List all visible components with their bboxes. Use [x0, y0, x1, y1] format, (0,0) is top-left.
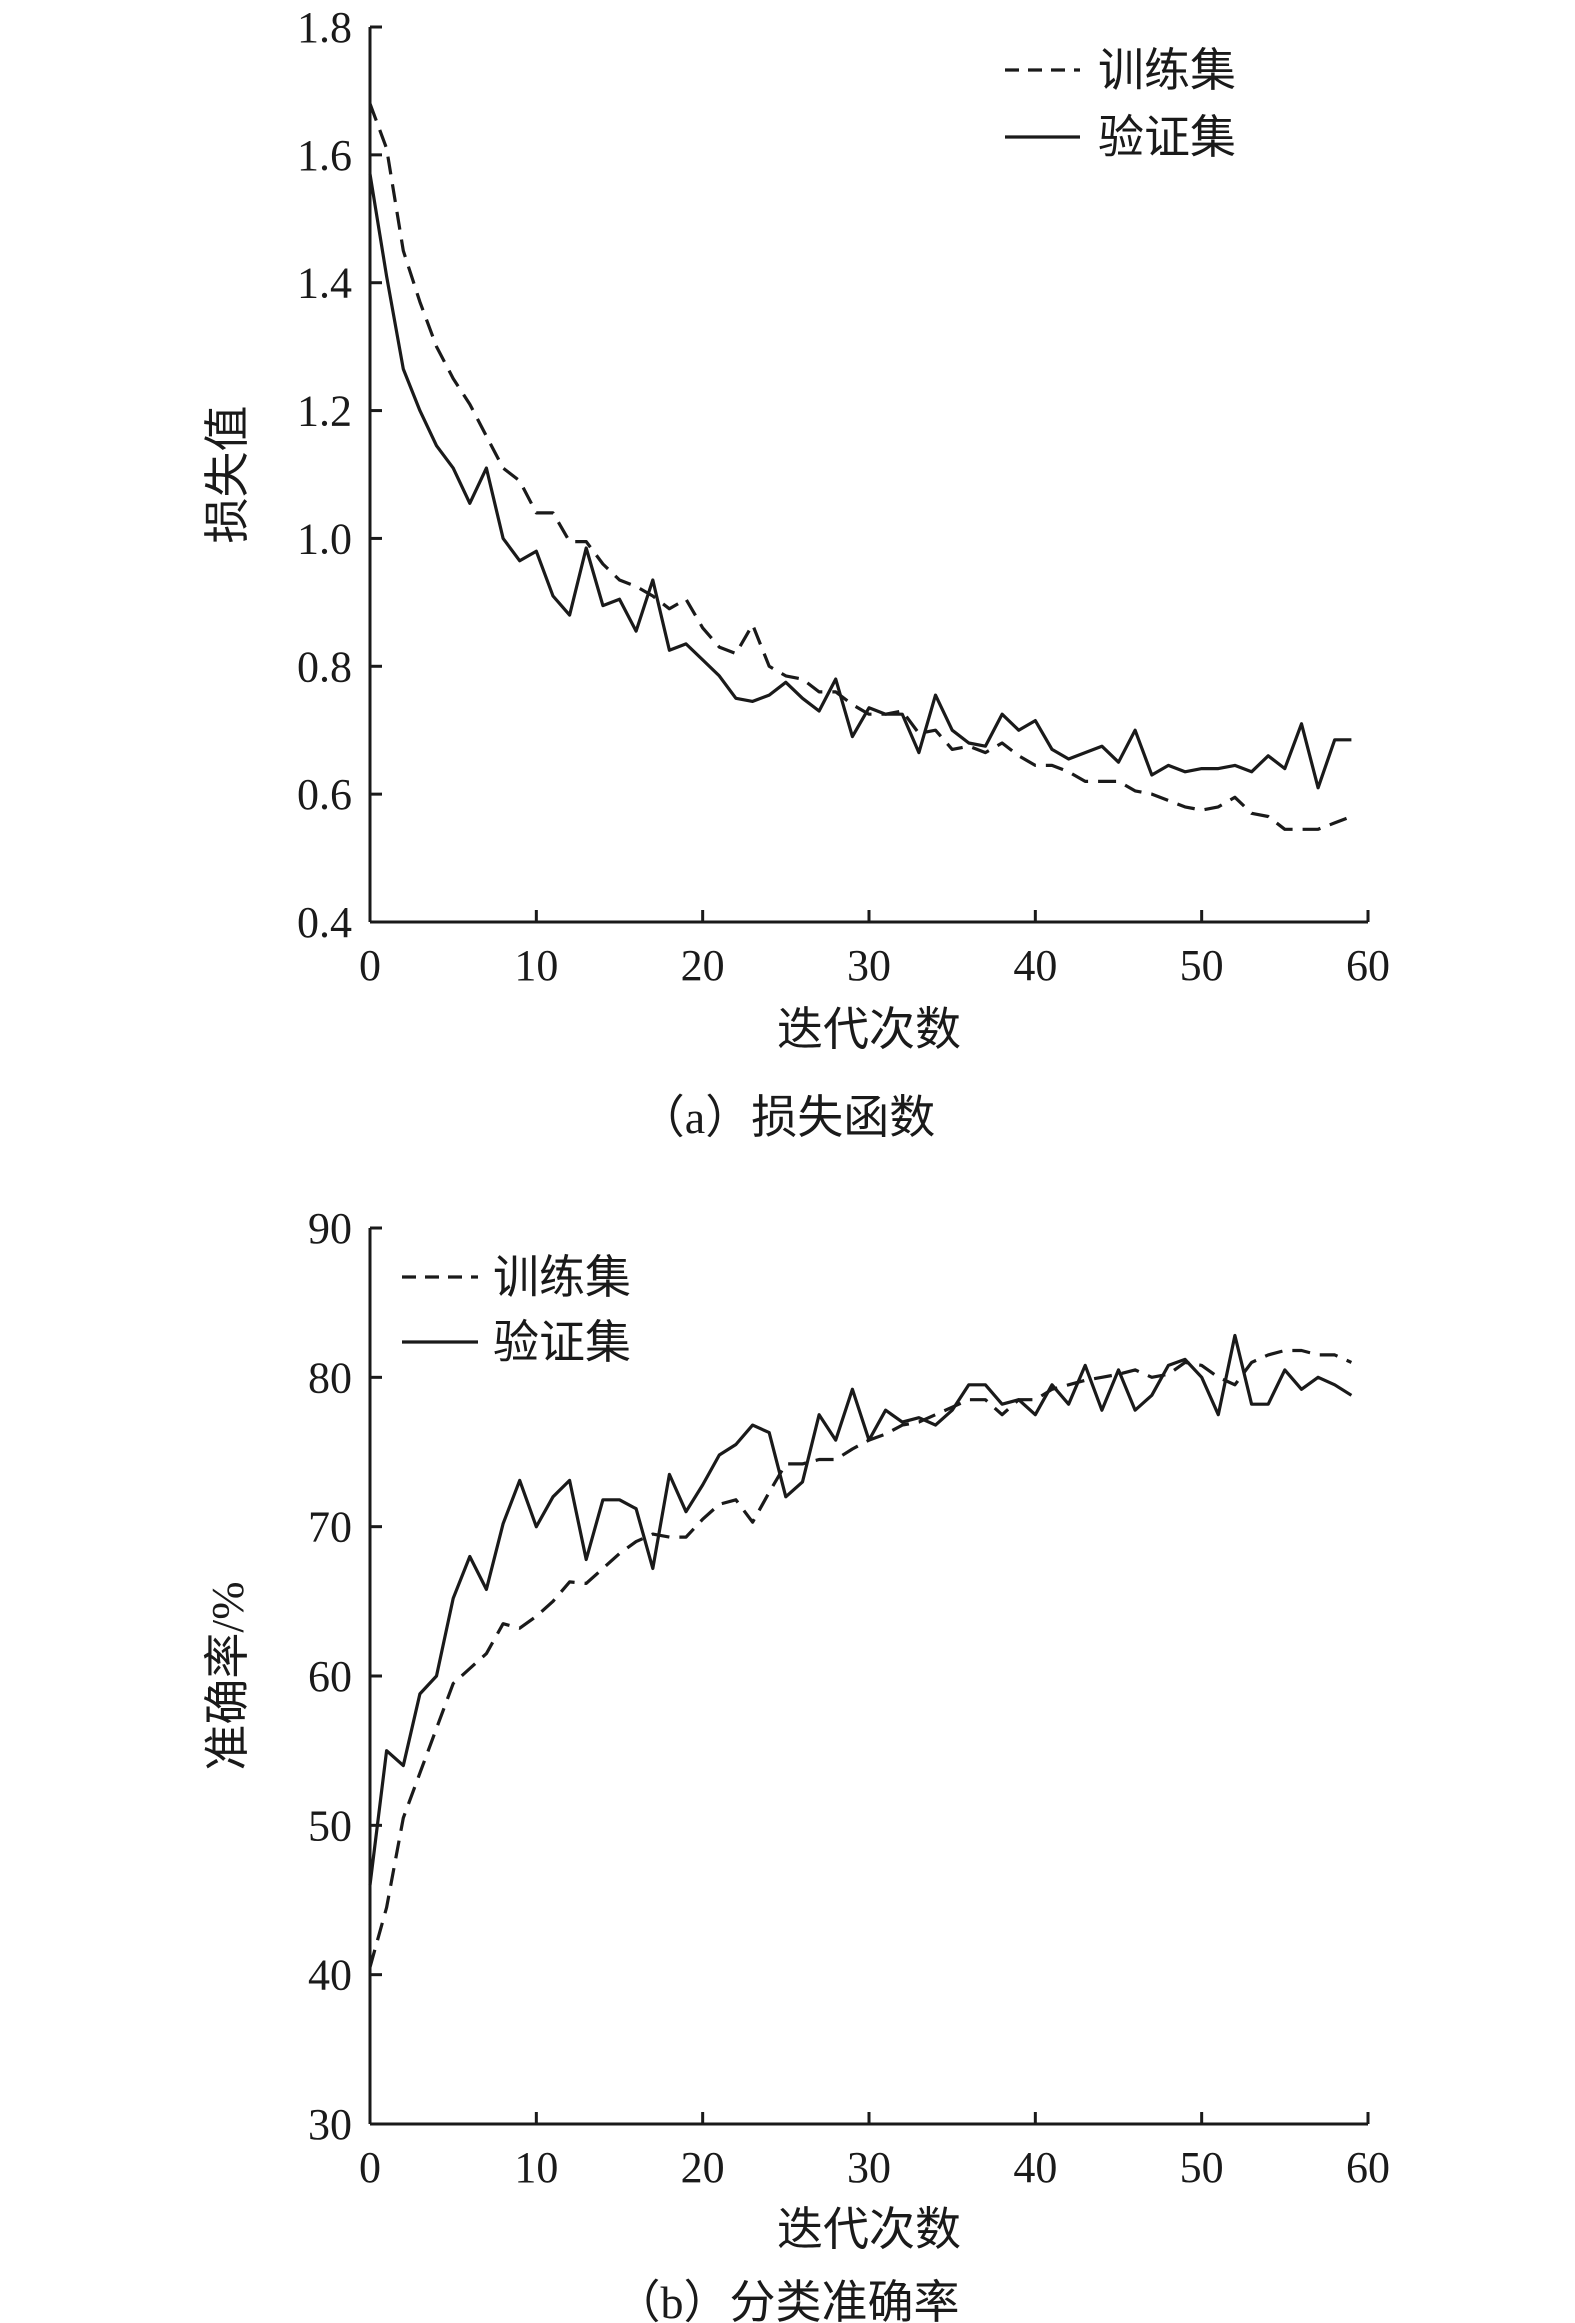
y-tick-label: 60 — [308, 1652, 352, 1701]
x-axis-label: 迭代次数 — [777, 2204, 961, 2255]
series-line-validation — [368, 173, 1352, 790]
y-tick-label: 70 — [308, 1503, 352, 1552]
accuracy-chart: 30 40 50 60 70 80 90 0 10 20 30 40 50 60 训练集 验证集 迭代次数… — [202, 1204, 1390, 2323]
x-tick-label: 60 — [1346, 941, 1390, 990]
loss-series-layer — [368, 103, 1352, 831]
y-tick-label: 1.8 — [297, 3, 352, 52]
y-tick-label: 0.8 — [297, 642, 352, 691]
y-tick-label: 1.4 — [297, 259, 352, 308]
loss-chart: 0.4 0.6 0.8 1.0 1.2 1.4 1.6 1.8 0 10 20 30 40 50 60 训练… — [202, 3, 1390, 1143]
y-tick-label: 40 — [308, 1951, 352, 2000]
series-line-train — [368, 103, 1352, 831]
y-tick-label: 1.6 — [297, 131, 352, 180]
x-tick-label: 50 — [1180, 941, 1224, 990]
loss-axes: 0.4 0.6 0.8 1.0 1.2 1.4 1.6 1.8 0 10 20 30 40 50 60 — [297, 3, 1390, 990]
legend-label-train: 训练集 — [1098, 45, 1236, 96]
y-tick-label: 50 — [308, 1801, 352, 1850]
x-tick-label: 50 — [1180, 2143, 1224, 2192]
y-tick-label: 30 — [308, 2100, 352, 2149]
accuracy-axes: 30 40 50 60 70 80 90 0 10 20 30 40 50 60 — [308, 1204, 1390, 2192]
x-axis-label: 迭代次数 — [777, 1004, 961, 1055]
legend-label-validation: 验证集 — [493, 1317, 631, 1368]
chart-caption: （a）损失函数 — [639, 1092, 935, 1143]
y-tick-label: 80 — [308, 1353, 352, 1402]
series-line-train — [368, 1348, 1353, 1968]
accuracy-series-layer — [368, 1333, 1353, 1968]
series-line-validation — [368, 1333, 1353, 1886]
x-tick-label: 30 — [847, 941, 891, 990]
legend-label-validation: 验证集 — [1098, 112, 1236, 163]
legend-label-train: 训练集 — [493, 1252, 631, 1303]
y-tick-label: 1.2 — [297, 387, 352, 436]
y-axis-label: 损失值 — [202, 406, 253, 544]
x-tick-label: 0 — [359, 941, 381, 990]
accuracy-legend: 训练集 验证集 — [402, 1252, 631, 1368]
x-tick-label: 20 — [681, 941, 725, 990]
x-tick-label: 20 — [681, 2143, 725, 2192]
y-tick-label: 90 — [308, 1204, 352, 1253]
x-tick-label: 10 — [514, 2143, 558, 2192]
y-tick-label: 1.0 — [297, 514, 352, 563]
x-tick-label: 40 — [1013, 941, 1057, 990]
x-tick-label: 10 — [514, 941, 558, 990]
loss-legend: 训练集 验证集 — [1005, 45, 1236, 163]
x-tick-label: 0 — [359, 2143, 381, 2192]
chart-caption: （b）分类准确率 — [615, 2277, 960, 2323]
y-tick-label: 0.6 — [297, 770, 352, 819]
x-tick-label: 60 — [1346, 2143, 1390, 2192]
x-tick-label: 40 — [1013, 2143, 1057, 2192]
y-axis-label: 准确率/% — [202, 1581, 253, 1770]
y-tick-label: 0.4 — [297, 898, 352, 947]
x-tick-label: 30 — [847, 2143, 891, 2192]
